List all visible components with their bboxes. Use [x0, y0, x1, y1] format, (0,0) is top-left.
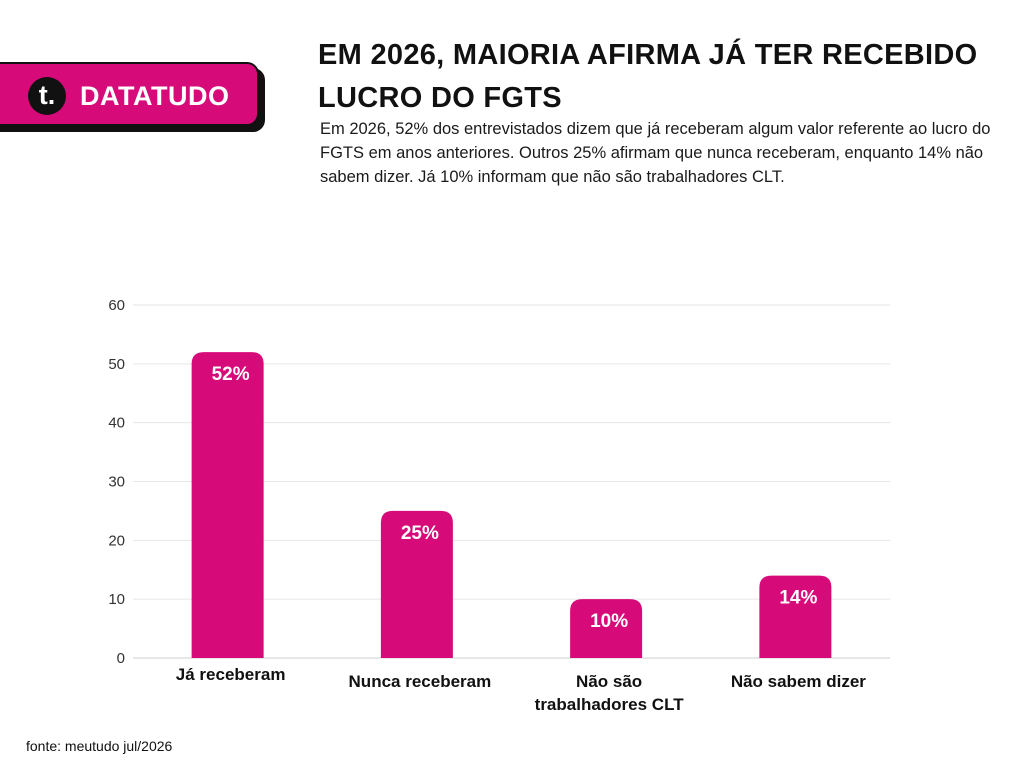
- x-tick-label: trabalhadores CLT: [535, 695, 685, 714]
- y-tick-label: 10: [108, 591, 125, 608]
- x-tick-label: Não são: [576, 672, 642, 691]
- chart-subtitle: Em 2026, 52% dos entrevistados dizem que…: [320, 120, 991, 186]
- data-label: 25%: [401, 523, 439, 544]
- bar: [380, 510, 453, 658]
- y-tick-label: 20: [108, 532, 125, 549]
- bar: [570, 599, 643, 658]
- data-label: 10%: [590, 611, 628, 632]
- y-tick-label: 40: [108, 415, 125, 432]
- data-label: 52%: [212, 364, 250, 385]
- brand-logo-icon: t.: [28, 77, 66, 115]
- y-tick-label: 0: [117, 650, 125, 667]
- brand-badge: t. DATATUDO: [0, 62, 259, 126]
- bar: [759, 575, 832, 658]
- x-tick-label: Já receberam: [176, 665, 286, 684]
- bar: [191, 352, 264, 658]
- data-label: 14%: [779, 588, 817, 609]
- brand-name: DATATUDO: [80, 81, 230, 111]
- y-tick-label: 30: [108, 474, 125, 491]
- source-note: fonte: meutudo jul/2026: [26, 738, 173, 754]
- x-tick-label: Não sabem dizer: [731, 672, 866, 691]
- chart-title: EM 2026, MAIORIA AFIRMA JÁ TER RECEBIDO …: [318, 39, 978, 114]
- brand-logo-letter: t.: [38, 80, 56, 110]
- y-tick-label: 50: [108, 356, 125, 373]
- x-tick-label: Nunca receberam: [349, 672, 492, 691]
- y-tick-label: 60: [108, 297, 125, 314]
